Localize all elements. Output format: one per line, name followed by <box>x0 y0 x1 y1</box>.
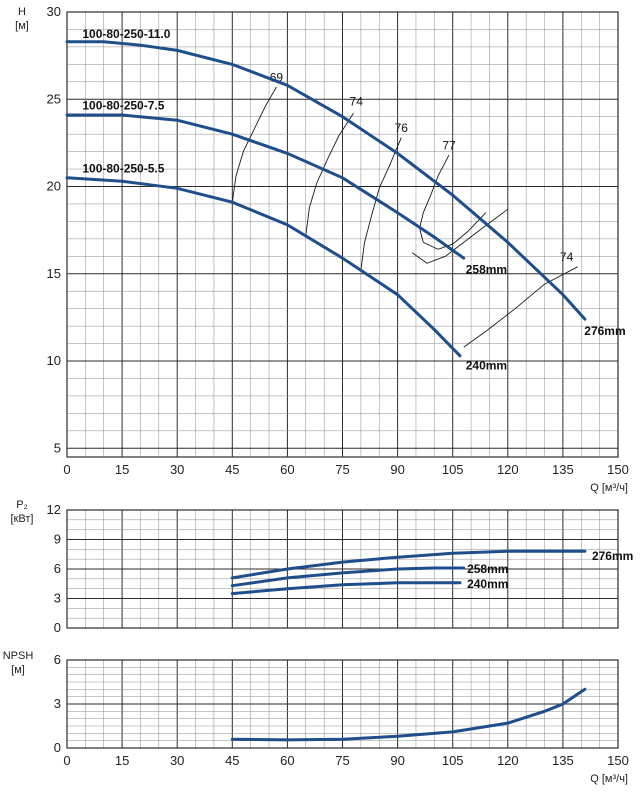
x-tick-label: 60 <box>280 462 294 477</box>
x-tick-label: 30 <box>170 462 184 477</box>
diameter-label: 240mm <box>466 359 507 373</box>
x-tick-label: 120 <box>497 753 519 768</box>
series-name-label: 100-80-250-7.5 <box>82 99 164 113</box>
x-tick-label: 75 <box>335 753 349 768</box>
y-tick-label: 10 <box>47 353 61 368</box>
efficiency-label: 74 <box>350 95 364 109</box>
y-tick-label: 6 <box>54 561 61 576</box>
efficiency-isoline <box>305 112 354 236</box>
diameter-label: 276mm <box>584 324 625 338</box>
series-curve <box>65 40 587 321</box>
series-curve <box>230 581 462 596</box>
y-axis-label: NPSH <box>3 650 34 662</box>
efficiency-isoline <box>419 154 450 243</box>
y-tick-label: 0 <box>54 620 61 635</box>
efficiency-label: 76 <box>395 121 409 135</box>
x-tick-label: 15 <box>115 753 129 768</box>
plot-frame <box>66 11 619 458</box>
x-tick-label: 135 <box>552 462 574 477</box>
y-tick-label: 3 <box>54 696 61 711</box>
series-curve <box>65 176 462 358</box>
efficiency-label: 77 <box>442 138 456 152</box>
y-tick-label: 6 <box>54 652 61 667</box>
series-name-label: 100-80-250-11.0 <box>82 27 170 41</box>
plot-frame <box>66 509 619 629</box>
x-tick-label: 0 <box>63 462 70 477</box>
x-axis-label: Q [м³/ч] <box>590 773 628 785</box>
x-tick-label: 45 <box>225 753 239 768</box>
head-panel: 5 10 15 20 25 30 0 15 30 45 60 75 90 105 120 135 150 H [м]… <box>15 4 629 494</box>
diameter-label: 258mm <box>466 262 507 276</box>
series-curve <box>65 113 466 260</box>
y-axis-label: P₂ <box>16 499 28 511</box>
x-tick-label: 105 <box>442 462 464 477</box>
efficiency-isoline <box>463 266 578 348</box>
series-curve <box>230 687 587 742</box>
diameter-label: 276mm <box>592 549 633 563</box>
efficiency-label: 74 <box>560 250 574 264</box>
efficiency-isoline <box>423 212 487 250</box>
x-axis-label: Q [м³/ч] <box>590 482 628 494</box>
x-tick-label: 15 <box>115 462 129 477</box>
efficiency-isoline <box>231 86 277 203</box>
x-tick-label: 135 <box>552 753 574 768</box>
y-tick-label: 0 <box>54 740 61 755</box>
y-axis-unit: [кВт] <box>11 513 34 525</box>
y-axis-unit: [м] <box>15 20 29 32</box>
y-tick-label: 9 <box>54 532 61 547</box>
y-tick-label: 25 <box>47 91 61 106</box>
plot-frame <box>66 659 619 749</box>
x-tick-label: 150 <box>607 753 629 768</box>
diameter-label: 258mm <box>467 562 508 576</box>
diameter-label: 240mm <box>467 577 508 591</box>
x-tick-label: 120 <box>497 462 519 477</box>
y-tick-label: 30 <box>47 4 61 19</box>
series-curve <box>230 566 466 588</box>
x-tick-label: 0 <box>63 753 70 768</box>
y-tick-label: 12 <box>47 502 61 517</box>
series-name-label: 100-80-250-5.5 <box>82 162 164 176</box>
y-tick-label: 5 <box>54 440 61 455</box>
y-axis-unit: [м] <box>11 664 25 676</box>
y-axis-label: H <box>18 6 26 18</box>
x-tick-label: 150 <box>607 462 629 477</box>
x-tick-label: 30 <box>170 753 184 768</box>
y-tick-label: 15 <box>47 266 61 281</box>
efficiency-isoline <box>360 137 402 271</box>
y-tick-label: 20 <box>47 179 61 194</box>
y-tick-label: 3 <box>54 591 61 606</box>
x-tick-label: 60 <box>280 753 294 768</box>
x-tick-label: 75 <box>335 462 349 477</box>
x-tick-label: 90 <box>390 753 404 768</box>
x-tick-label: 105 <box>442 753 464 768</box>
series-curve <box>230 549 587 580</box>
x-tick-label: 90 <box>390 462 404 477</box>
x-tick-label: 45 <box>225 462 239 477</box>
